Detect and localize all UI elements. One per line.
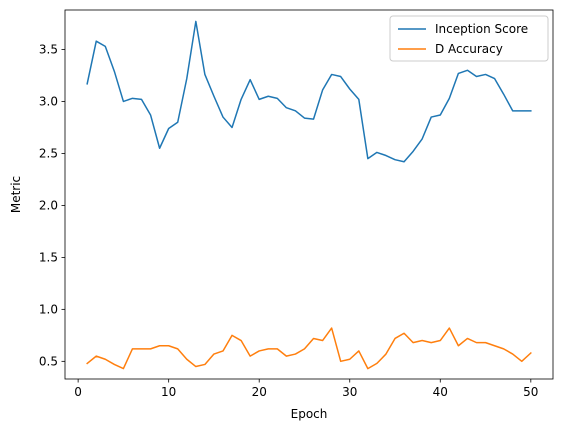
series-line-d-accuracy xyxy=(86,327,532,370)
legend-box xyxy=(389,15,549,62)
x-tick-label: 10 xyxy=(161,385,176,399)
y-tick-label: 3.0 xyxy=(39,94,58,108)
plot-frame xyxy=(64,9,554,380)
x-tick-label: 20 xyxy=(252,385,267,399)
y-tick-label: 1.0 xyxy=(39,302,58,316)
y-axis-title: Metric xyxy=(9,176,23,213)
y-tick-label: 2.0 xyxy=(39,198,58,212)
x-axis: 0 10 20 30 40 50 xyxy=(74,379,538,399)
x-tick-label: 0 xyxy=(74,385,82,399)
legend: Inception Score D Accuracy xyxy=(389,15,549,62)
y-tick-label: 2.5 xyxy=(39,146,58,160)
x-tick-label: 30 xyxy=(342,385,357,399)
y-axis: 0.5 1.0 1.5 2.0 2.5 3.0 3.5 xyxy=(39,42,65,368)
legend-label: Inception Score xyxy=(435,22,528,36)
x-tick-label: 40 xyxy=(433,385,448,399)
legend-label: D Accuracy xyxy=(435,42,503,56)
x-tick-label: 50 xyxy=(523,385,538,399)
plot-area xyxy=(64,9,554,380)
series-line-inception-score xyxy=(86,20,532,163)
y-tick-label: 3.5 xyxy=(39,42,58,56)
x-axis-title: Epoch xyxy=(291,407,328,421)
series-layer xyxy=(86,20,532,370)
y-tick-label: 1.5 xyxy=(39,250,58,264)
y-tick-label: 0.5 xyxy=(39,354,58,368)
